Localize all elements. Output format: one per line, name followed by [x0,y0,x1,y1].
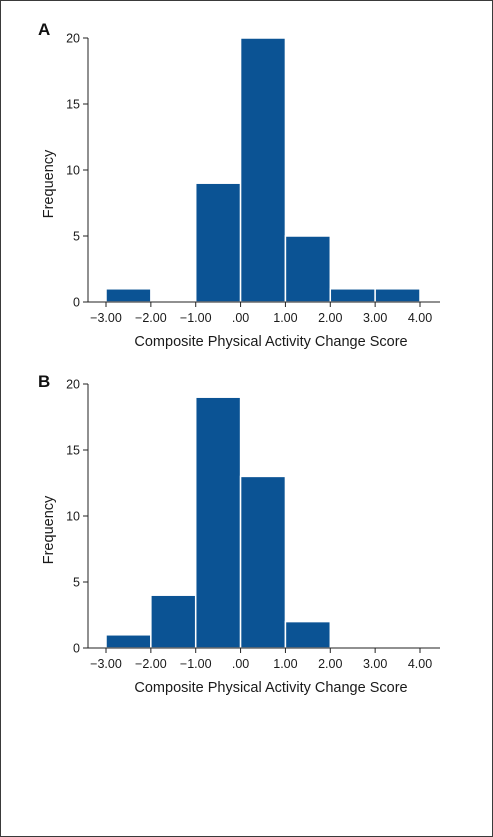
x-tick-label: −2.00 [135,311,167,325]
histogram-bar [150,594,197,649]
y-tick-label: 10 [66,510,80,524]
y-tick-label: 0 [73,642,80,656]
x-tick-label: −1.00 [180,657,212,671]
x-tick-label: 3.00 [363,311,387,325]
x-tick-label: .00 [232,311,249,325]
y-tick-label: 15 [66,98,80,112]
x-tick-label: 3.00 [363,657,387,671]
y-tick-label: 15 [66,444,80,458]
x-tick-label: −3.00 [90,657,122,671]
y-tick-label: 5 [73,230,80,244]
x-tick-label: −3.00 [90,311,122,325]
x-axis-label: Composite Physical Activity Change Score [134,334,407,350]
histogram-bar [194,182,242,303]
panel-letter: A [38,20,50,39]
histogram-bar [239,475,287,649]
histogram-bar [194,396,242,649]
x-tick-label: −1.00 [180,311,212,325]
histogram-bar [284,620,332,649]
y-tick-label: 20 [66,378,80,392]
x-tick-label: 2.00 [318,311,342,325]
y-tick-label: 0 [73,296,80,310]
x-tick-label: 4.00 [408,657,432,671]
histogram-bar [284,235,332,303]
histogram-bar [239,37,287,303]
y-tick-label: 10 [66,164,80,178]
x-tick-label: 1.00 [273,311,297,325]
y-axis-label: Frequency [41,149,57,218]
panel-letter: B [38,372,50,391]
histogram-bar [329,288,376,303]
x-tick-label: −2.00 [135,657,167,671]
x-tick-label: 2.00 [318,657,342,671]
histogram-bar [105,288,152,303]
x-axis-label: Composite Physical Activity Change Score [134,680,407,696]
x-tick-label: 1.00 [273,657,297,671]
histogram-bar [105,634,152,649]
chart-panel-a: A 0 5 10 15 20 −3.00 −2.00 −1.00 .00 1.00 2.00 3.00 4… [38,20,440,350]
y-axis-label: Frequency [41,495,57,564]
x-tick-label: .00 [232,657,249,671]
histogram-bar [374,288,421,303]
y-tick-label: 20 [66,32,80,46]
x-tick-label: 4.00 [408,311,432,325]
y-tick-label: 5 [73,576,80,590]
chart-panel-b: B 0 5 10 15 20 −3.00 −2.00 −1.00 .00 1.00 2.00 3.00 4… [38,372,440,696]
